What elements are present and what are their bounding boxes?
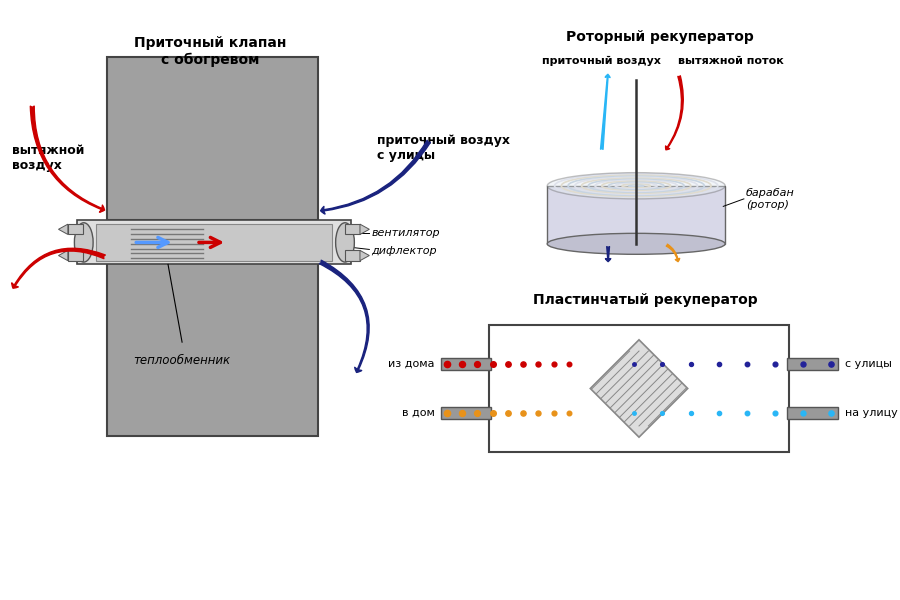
Text: дифлектор: дифлектор <box>371 247 436 256</box>
Polygon shape <box>58 250 68 260</box>
Text: приточный воздух
с улицы: приточный воздух с улицы <box>377 134 509 163</box>
Polygon shape <box>590 340 688 437</box>
Ellipse shape <box>547 233 725 254</box>
Text: с улицы: с улицы <box>845 359 892 369</box>
Text: Приточный клапан
с обогревом: Приточный клапан с обогревом <box>134 36 286 67</box>
FancyBboxPatch shape <box>490 325 788 452</box>
Text: Роторный рекуператор: Роторный рекуператор <box>566 31 753 44</box>
Text: вентилятор: вентилятор <box>371 227 440 238</box>
FancyBboxPatch shape <box>107 244 318 436</box>
FancyBboxPatch shape <box>68 250 83 260</box>
Text: вытяжной поток: вытяжной поток <box>679 56 784 66</box>
Ellipse shape <box>75 223 93 262</box>
Text: вытяжной
воздух: вытяжной воздух <box>12 143 84 172</box>
Text: из дома: из дома <box>389 359 435 369</box>
Text: в дом: в дом <box>402 408 435 418</box>
FancyBboxPatch shape <box>440 358 491 370</box>
Text: барабан
(ротор): барабан (ротор) <box>746 188 795 209</box>
Text: теплообменник: теплообменник <box>133 355 230 367</box>
FancyBboxPatch shape <box>547 186 725 244</box>
Polygon shape <box>360 250 369 260</box>
Text: Пластинчатый рекуператор: Пластинчатый рекуператор <box>533 293 758 307</box>
Ellipse shape <box>336 223 355 262</box>
FancyBboxPatch shape <box>77 220 351 265</box>
FancyBboxPatch shape <box>68 224 83 235</box>
Polygon shape <box>58 224 68 235</box>
Text: на улицу: на улицу <box>845 408 898 418</box>
Ellipse shape <box>547 173 725 199</box>
FancyBboxPatch shape <box>345 224 360 235</box>
Polygon shape <box>360 224 369 235</box>
FancyBboxPatch shape <box>345 250 360 260</box>
FancyBboxPatch shape <box>96 224 332 260</box>
FancyBboxPatch shape <box>107 56 318 220</box>
FancyBboxPatch shape <box>787 407 838 419</box>
Text: приточный воздух: приточный воздух <box>542 56 661 66</box>
FancyBboxPatch shape <box>440 407 491 419</box>
FancyBboxPatch shape <box>787 358 838 370</box>
